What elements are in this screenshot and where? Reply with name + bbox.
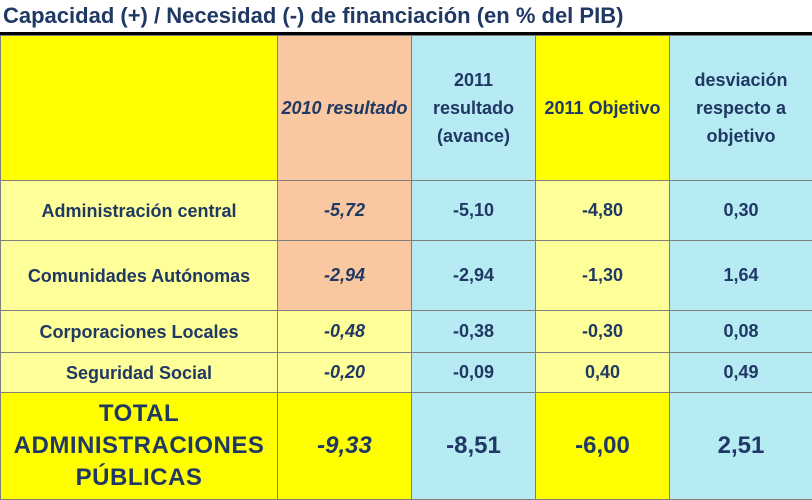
header-2011-result: 2011 resultado (avance) — [412, 36, 536, 181]
header-2010-result: 2010 resultado — [278, 36, 412, 181]
cell-deviation: 0,30 — [670, 181, 812, 241]
total-deviation: 2,51 — [670, 393, 812, 500]
cell-2011-objective: -0,30 — [536, 311, 670, 353]
row-label: Comunidades Autónomas — [1, 241, 278, 311]
cell-2011-result: -0,38 — [412, 311, 536, 353]
table-row: Administración central -5,72 -5,10 -4,80… — [1, 181, 812, 241]
header-2010-result-label: 2010 resultado — [281, 98, 407, 118]
row-label: Seguridad Social — [1, 353, 278, 393]
financing-table: 2010 resultado 2011 resultado (avance) 2… — [0, 35, 812, 500]
total-row: TOTAL ADMINISTRACIONES PÚBLICAS -9,33 -8… — [1, 393, 812, 500]
cell-2011-objective: -1,30 — [536, 241, 670, 311]
cell-2010-result: -0,20 — [278, 353, 412, 393]
header-2011-objective: 2011 Objetivo — [536, 36, 670, 181]
table-row: Seguridad Social -0,20 -0,09 0,40 0,49 — [1, 353, 812, 393]
cell-2010-result: -5,72 — [278, 181, 412, 241]
cell-deviation: 1,64 — [670, 241, 812, 311]
cell-deviation: 0,08 — [670, 311, 812, 353]
cell-2011-result: -5,10 — [412, 181, 536, 241]
cell-2011-objective: -4,80 — [536, 181, 670, 241]
header-row: 2010 resultado 2011 resultado (avance) 2… — [1, 36, 812, 181]
cell-2011-result: -0,09 — [412, 353, 536, 393]
header-2011-objective-label: 2011 Objetivo — [544, 98, 660, 118]
total-label: TOTAL ADMINISTRACIONES PÚBLICAS — [1, 393, 278, 500]
table-title: Capacidad (+) / Necesidad (-) de financi… — [0, 0, 812, 32]
header-deviation-label: desviación respecto a objetivo — [694, 70, 787, 146]
cell-2010-result: -2,94 — [278, 241, 412, 311]
cell-2011-result: -2,94 — [412, 241, 536, 311]
header-2011-result-label: 2011 resultado (avance) — [433, 70, 514, 146]
row-label: Corporaciones Locales — [1, 311, 278, 353]
cell-2011-objective: 0,40 — [536, 353, 670, 393]
total-2011-result: -8,51 — [412, 393, 536, 500]
table-row: Corporaciones Locales -0,48 -0,38 -0,30 … — [1, 311, 812, 353]
row-label: Administración central — [1, 181, 278, 241]
total-2011-objective: -6,00 — [536, 393, 670, 500]
cell-2010-result: -0,48 — [278, 311, 412, 353]
header-deviation: desviación respecto a objetivo — [670, 36, 812, 181]
table-row: Comunidades Autónomas -2,94 -2,94 -1,30 … — [1, 241, 812, 311]
cell-deviation: 0,49 — [670, 353, 812, 393]
total-2010-result: -9,33 — [278, 393, 412, 500]
header-corner-cell — [1, 36, 278, 181]
